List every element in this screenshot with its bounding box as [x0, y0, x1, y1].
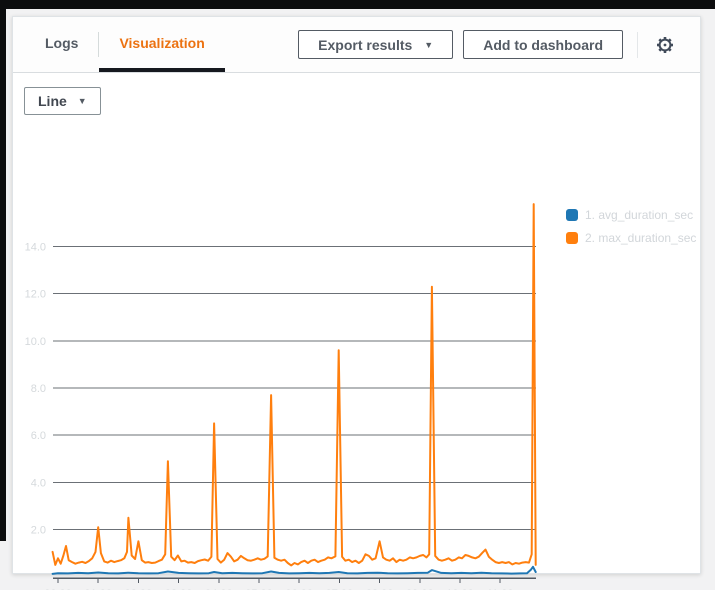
svg-text:4.0: 4.0	[31, 477, 46, 489]
export-results-button[interactable]: Export results ▼	[298, 30, 454, 59]
series-line-avg	[51, 565, 537, 575]
chart-type-label: Line	[38, 93, 67, 109]
tab-visualization[interactable]: Visualization	[99, 17, 225, 72]
results-panel: Logs Visualization Export results ▼ Add …	[12, 16, 701, 590]
chart-type-dropdown[interactable]: Line ▼	[24, 87, 101, 115]
svg-text:2.0: 2.0	[31, 525, 46, 537]
legend-swatch-avg	[566, 209, 578, 221]
settings-gear-button[interactable]	[652, 32, 678, 58]
legend-item-avg-duration[interactable]: 1. avg_duration_sec	[566, 207, 696, 223]
toolbar-separator	[637, 31, 638, 58]
svg-text:10.0: 10.0	[25, 336, 46, 348]
series-line-max	[51, 203, 537, 567]
legend-label-max: 2. max_duration_sec	[585, 231, 697, 245]
y-axis-labels: 2.0 4.0 6.0 8.0 10.0 12.0 14.0	[25, 242, 46, 537]
tab-bar: Logs Visualization Export results ▼ Add …	[13, 17, 700, 73]
svg-text:14.0: 14.0	[25, 242, 46, 254]
x-axis: 00:0001:0002:0003:0004:0005:0006:0007:00…	[44, 577, 536, 590]
visualization-panel: Line ▼ 2.0 4.0 6.0 8.0 10.0 12.0 14.0 00:0001:0…	[13, 73, 700, 590]
tab-logs-label: Logs	[45, 34, 79, 51]
tab-separator	[98, 32, 100, 57]
svg-text:8.0: 8.0	[31, 383, 46, 395]
y-gridlines	[53, 246, 536, 531]
legend-swatch-max	[566, 232, 578, 244]
svg-text:12.0: 12.0	[25, 289, 46, 301]
toolbar: Export results ▼ Add to dashboard	[298, 17, 700, 72]
chart-legend: 1. avg_duration_sec 2. max_duration_sec	[566, 207, 696, 253]
tab-visualization-label: Visualization	[119, 34, 205, 51]
legend-label-avg: 1. avg_duration_sec	[585, 208, 694, 222]
chevron-down-icon: ▼	[77, 96, 87, 106]
line-chart: 2.0 4.0 6.0 8.0 10.0 12.0 14.0 00:0001:0002:000…	[25, 203, 537, 590]
chevron-down-icon: ▼	[424, 39, 434, 50]
gear-icon	[657, 36, 673, 53]
svg-text:6.0: 6.0	[31, 430, 46, 442]
tab-logs[interactable]: Logs	[25, 17, 98, 72]
add-to-dashboard-label: Add to dashboard	[483, 36, 603, 53]
window-frame-left	[0, 0, 6, 541]
legend-item-max-duration[interactable]: 2. max_duration_sec	[566, 230, 696, 246]
window-frame-top	[0, 0, 715, 9]
add-to-dashboard-button[interactable]: Add to dashboard	[463, 30, 623, 59]
export-results-label: Export results	[318, 36, 413, 53]
